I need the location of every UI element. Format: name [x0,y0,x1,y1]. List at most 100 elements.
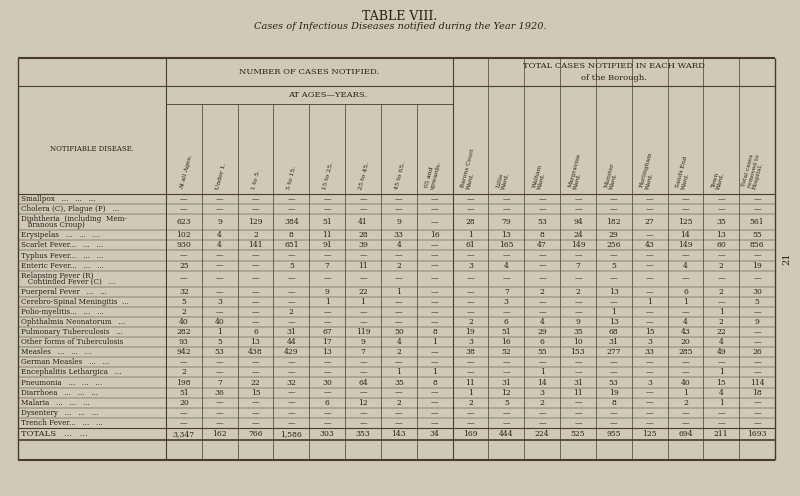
Text: 25 to 45.: 25 to 45. [358,161,370,190]
Text: —: — [287,288,295,296]
Text: —: — [646,231,654,240]
Text: 2: 2 [397,399,402,407]
Text: 1 to 5.: 1 to 5. [250,169,261,190]
Text: —: — [431,275,438,283]
Text: —: — [323,419,331,427]
Text: 119: 119 [356,328,370,336]
Text: —: — [754,275,761,283]
Text: —: — [502,275,510,283]
Text: 1: 1 [468,231,473,240]
Text: —: — [216,359,223,367]
Text: —: — [180,195,188,203]
Text: 4: 4 [218,231,222,240]
Text: —: — [431,218,438,226]
Text: —: — [287,409,295,417]
Text: Town
Ward.: Town Ward. [711,170,726,190]
Text: —: — [502,359,510,367]
Text: Sands End
Ward.: Sands End Ward. [675,156,694,190]
Text: —: — [252,399,259,407]
Text: —: — [323,318,331,326]
Text: —: — [538,308,546,316]
Text: —: — [718,409,725,417]
Text: 31: 31 [502,378,511,386]
Text: 5: 5 [754,298,759,306]
Text: 13: 13 [716,231,726,240]
Text: —: — [359,369,367,376]
Text: 47: 47 [538,242,547,249]
Text: —: — [538,205,546,213]
Text: TABLE VIII.: TABLE VIII. [362,10,438,23]
Text: Pneumonia   ...   ...   ...: Pneumonia ... ... ... [21,378,102,386]
Text: —: — [252,308,259,316]
Text: 8: 8 [432,328,437,336]
Text: 13: 13 [609,318,618,326]
Text: —: — [216,369,223,376]
Text: 3: 3 [468,261,473,270]
Text: 35: 35 [394,378,404,386]
Text: —: — [574,369,582,376]
Text: —: — [682,308,690,316]
Text: 1: 1 [540,369,545,376]
Text: —: — [682,205,690,213]
Text: —: — [180,359,188,367]
Text: —: — [252,251,259,259]
Text: TOTALS   ...   ...: TOTALS ... ... [21,430,88,438]
Text: 149: 149 [678,242,693,249]
Text: 3,347: 3,347 [173,430,195,438]
Text: 384: 384 [284,218,298,226]
Text: 9: 9 [397,218,402,226]
Text: —: — [431,308,438,316]
Text: 2: 2 [397,348,402,356]
Text: —: — [431,388,438,397]
Text: Relapsing Fever (R): Relapsing Fever (R) [21,272,94,280]
Text: —: — [359,419,367,427]
Text: 169: 169 [463,430,478,438]
Text: —: — [466,369,474,376]
Text: Diarrhoea   ...   ...   ...: Diarrhoea ... ... ... [21,388,98,397]
Text: 1: 1 [468,388,473,397]
Text: 22: 22 [358,288,368,296]
Text: —: — [395,205,402,213]
Text: —: — [610,369,618,376]
Text: 141: 141 [248,242,263,249]
Text: 143: 143 [391,430,406,438]
Text: 8: 8 [611,399,616,407]
Text: 41: 41 [358,218,368,226]
Text: —: — [718,205,725,213]
Text: —: — [610,251,618,259]
Text: Enteric Fever...   ...   ...: Enteric Fever... ... ... [21,261,104,270]
Text: —: — [466,251,474,259]
Text: —: — [754,251,761,259]
Text: Erysipelas   ...   ...   ...: Erysipelas ... ... ... [21,231,99,240]
Text: Other forms of Tuberculosis: Other forms of Tuberculosis [21,338,123,346]
Text: —: — [610,195,618,203]
Text: —: — [431,399,438,407]
Text: Margravine
Ward.: Margravine Ward. [567,153,587,190]
Text: 15: 15 [250,388,261,397]
Text: —: — [538,359,546,367]
Text: 28: 28 [466,218,475,226]
Text: Malaria   ...   ...   ...: Malaria ... ... ... [21,399,90,407]
Text: —: — [574,399,582,407]
Text: At all Ages.: At all Ages. [179,154,194,190]
Text: —: — [502,205,510,213]
Text: —: — [395,388,402,397]
Text: —: — [359,195,367,203]
Text: 7: 7 [325,261,330,270]
Text: —: — [646,318,654,326]
Text: —: — [754,399,761,407]
Text: Ophthalmia Neonatorum   ...: Ophthalmia Neonatorum ... [21,318,125,326]
Text: —: — [252,419,259,427]
Text: 7: 7 [361,348,366,356]
Text: —: — [538,298,546,306]
Text: —: — [216,399,223,407]
Text: —: — [287,369,295,376]
Text: —: — [574,195,582,203]
Text: —: — [252,409,259,417]
Text: German Measles   ...   ...: German Measles ... ... [21,359,110,367]
Text: 49: 49 [716,348,726,356]
Text: 4: 4 [397,242,402,249]
Text: —: — [502,369,510,376]
Text: —: — [718,251,725,259]
Text: —: — [466,195,474,203]
